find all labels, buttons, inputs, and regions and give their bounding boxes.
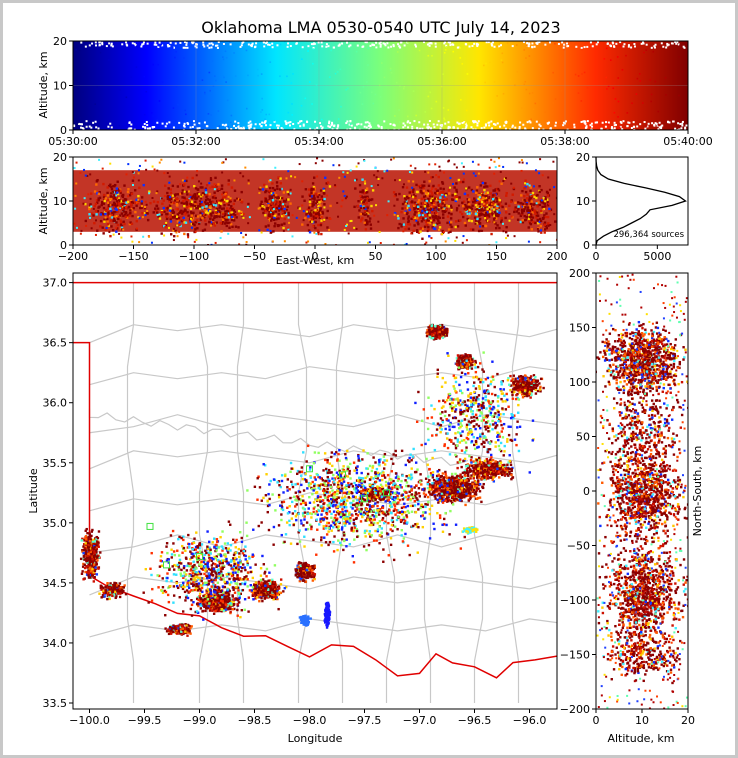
x-tick-label: 05:30:00 bbox=[48, 135, 97, 148]
x-tick-label: 05:36:00 bbox=[417, 135, 466, 148]
y-tick-label: −50 bbox=[567, 540, 590, 553]
x-tick-label: −96.5 bbox=[458, 714, 492, 727]
x-tick-label: −200 bbox=[58, 250, 88, 263]
x-tick-label: −97.0 bbox=[403, 714, 437, 727]
y-tick-label: 35.5 bbox=[43, 457, 68, 470]
y-tick-label: 20 bbox=[53, 151, 67, 164]
altitude-east-west-ylabel: Altitude, km bbox=[37, 167, 50, 234]
altitude-time-panel: 05:30:00 05:32:00 05:34:00 05:36:00 05:38:00… bbox=[37, 35, 713, 148]
y-tick-label: 36.5 bbox=[43, 337, 68, 350]
x-tick-label: −100.0 bbox=[69, 714, 110, 727]
y-tick-label: 34.5 bbox=[43, 577, 68, 590]
y-tick-label: −200 bbox=[560, 703, 590, 716]
y-tick-label: −100 bbox=[560, 594, 590, 607]
x-tick-label: 150 bbox=[486, 250, 507, 263]
x-tick-label: 10 bbox=[635, 714, 649, 727]
y-tick-label: 100 bbox=[569, 376, 590, 389]
x-tick-label: 20 bbox=[681, 714, 695, 727]
y-tick-label: 34.0 bbox=[43, 637, 68, 650]
x-tick-label: 100 bbox=[426, 250, 447, 263]
x-tick-label: −100 bbox=[179, 250, 209, 263]
x-tick-label: 0 bbox=[593, 250, 600, 263]
x-tick-label: 5000 bbox=[643, 250, 671, 263]
x-tick-label: −99.0 bbox=[183, 714, 217, 727]
y-tick-label: 50 bbox=[576, 431, 590, 444]
x-tick-label: 0 bbox=[312, 250, 319, 263]
altitude-histogram-panel: 0 5000 0 10 20 296,364 sources bbox=[576, 151, 689, 263]
y-tick-label: 150 bbox=[569, 322, 590, 335]
histogram-frame bbox=[595, 156, 689, 246]
longitude-xlabel: Longitude bbox=[288, 732, 343, 745]
y-tick-label: 33.5 bbox=[43, 697, 68, 710]
y-tick-label: 0 bbox=[583, 239, 590, 252]
y-tick-label: 0 bbox=[60, 124, 67, 137]
x-tick-label: −98.5 bbox=[238, 714, 272, 727]
y-tick-label: 37.0 bbox=[43, 277, 68, 290]
y-tick-label: 20 bbox=[576, 151, 590, 164]
north-south-ylabel: North-South, km bbox=[691, 446, 704, 537]
x-tick-label: −150 bbox=[118, 250, 148, 263]
x-tick-label: −50 bbox=[243, 250, 266, 263]
y-tick-label: 200 bbox=[569, 267, 590, 280]
x-tick-label: 05:40:00 bbox=[663, 135, 712, 148]
altitude-east-west-panel: −200 −150 −100 −50 0 50 100 150 200 0 10 20 East-We… bbox=[37, 151, 568, 267]
y-tick-label: 35.0 bbox=[43, 517, 68, 530]
figure-title: Oklahoma LMA 0530-0540 UTC July 14, 2023 bbox=[201, 18, 560, 37]
source-count-annotation: 296,364 sources bbox=[613, 230, 684, 240]
x-tick-label: −97.5 bbox=[348, 714, 382, 727]
x-tick-label: 05:32:00 bbox=[171, 135, 220, 148]
y-tick-label: 10 bbox=[53, 80, 67, 93]
x-tick-label: −96.0 bbox=[513, 714, 547, 727]
x-tick-label: 05:34:00 bbox=[294, 135, 343, 148]
x-tick-label: 200 bbox=[547, 250, 568, 263]
x-tick-label: 05:38:00 bbox=[540, 135, 589, 148]
y-tick-label: 20 bbox=[53, 35, 67, 48]
x-tick-label: −98.0 bbox=[293, 714, 327, 727]
plan-view-panel: −100.0 −99.5 −99.0 −98.5 −98.0 −97.5 −97.0 −96.… bbox=[27, 272, 558, 745]
altitude-xlabel: Altitude, km bbox=[607, 732, 674, 745]
x-tick-label: 0 bbox=[593, 714, 600, 727]
plan-view-frame bbox=[72, 272, 558, 710]
x-tick-label: −99.5 bbox=[128, 714, 162, 727]
x-tick-label: 50 bbox=[369, 250, 383, 263]
east-west-xlabel: East-West, km bbox=[276, 254, 354, 267]
y-tick-label: 10 bbox=[576, 195, 590, 208]
latitude-ylabel: Latitude bbox=[27, 468, 40, 514]
histogram-profile-line bbox=[595, 156, 687, 246]
y-tick-label: −150 bbox=[560, 649, 590, 662]
y-tick-label: 0 bbox=[60, 239, 67, 252]
north-south-panel: 0 10 20 −200 −150 −100 −50 0 50 100 150 200 Altitud… bbox=[560, 267, 704, 745]
y-tick-label: 0 bbox=[583, 485, 590, 498]
altitude-time-ylabel: Altitude, km bbox=[37, 51, 50, 118]
y-tick-label: 10 bbox=[53, 195, 67, 208]
y-tick-label: 36.0 bbox=[43, 397, 68, 410]
